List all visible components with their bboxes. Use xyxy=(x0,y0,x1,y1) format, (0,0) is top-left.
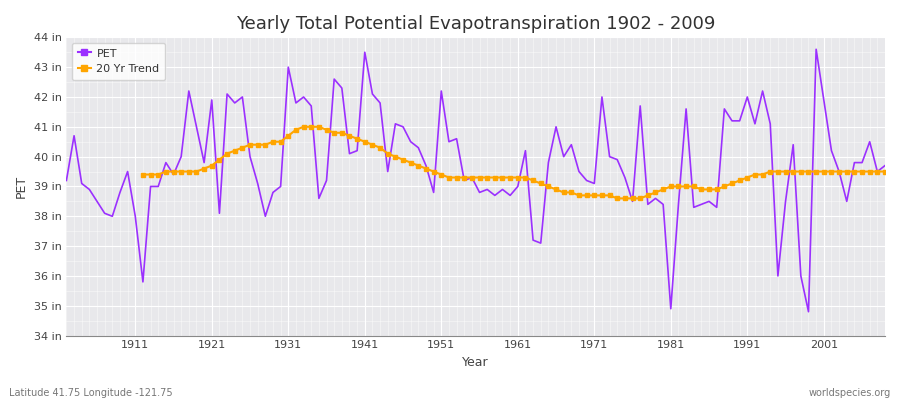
Line: PET: PET xyxy=(67,49,885,312)
20 Yr Trend xyxy=(879,169,890,174)
PET xyxy=(191,124,202,129)
X-axis label: Year: Year xyxy=(463,356,489,369)
20 Yr Trend xyxy=(558,190,569,195)
20 Yr Trend xyxy=(184,169,194,174)
20 Yr Trend xyxy=(619,196,630,201)
20 Yr Trend xyxy=(612,196,623,201)
PET xyxy=(803,309,814,314)
20 Yr Trend xyxy=(138,172,148,177)
Y-axis label: PET: PET xyxy=(15,175,28,198)
Legend: PET, 20 Yr Trend: PET, 20 Yr Trend xyxy=(72,43,165,80)
PET xyxy=(145,184,156,189)
20 Yr Trend xyxy=(298,124,309,129)
Line: 20 Yr Trend: 20 Yr Trend xyxy=(141,125,886,200)
Text: worldspecies.org: worldspecies.org xyxy=(809,388,891,398)
Text: Latitude 41.75 Longitude -121.75: Latitude 41.75 Longitude -121.75 xyxy=(9,388,173,398)
PET xyxy=(61,178,72,183)
PET xyxy=(711,205,722,210)
PET xyxy=(879,163,890,168)
PET xyxy=(811,47,822,52)
20 Yr Trend xyxy=(719,184,730,189)
Title: Yearly Total Potential Evapotranspiration 1902 - 2009: Yearly Total Potential Evapotranspiratio… xyxy=(236,15,716,33)
PET xyxy=(765,122,776,126)
PET xyxy=(444,139,454,144)
PET xyxy=(780,199,791,204)
20 Yr Trend xyxy=(497,175,508,180)
20 Yr Trend xyxy=(199,166,210,171)
